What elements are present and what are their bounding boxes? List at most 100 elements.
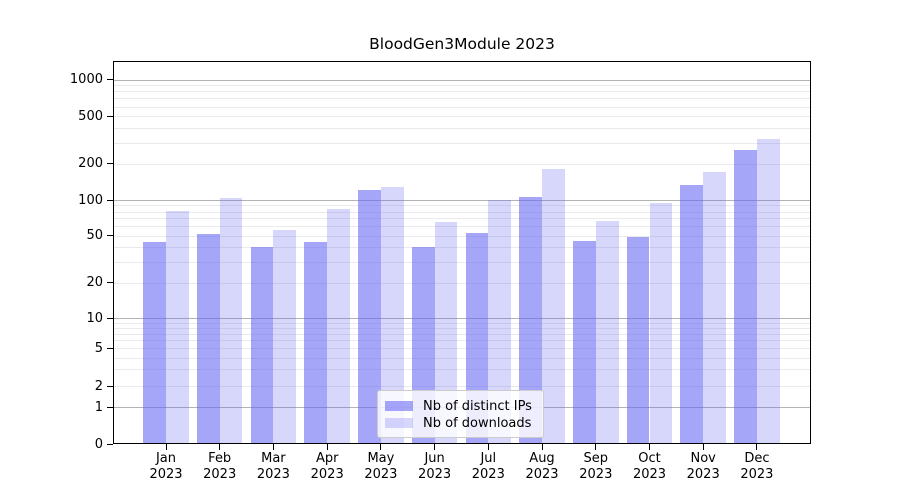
y-tick [107,347,113,349]
gridline-minor [114,357,810,359]
x-tick-label: May 2023 [364,451,398,482]
x-tick-label: Aug 2023 [525,451,559,482]
gridline-minor [114,340,810,342]
x-tick [756,444,758,450]
bar-downloads-nov [703,171,726,443]
gridline-minor [114,127,810,129]
y-tick [107,235,113,237]
bar-distinct-ips-aug [519,197,542,443]
gridline-minor [114,261,810,263]
gridline-minor [114,106,810,108]
chart-title: BloodGen3Module 2023 [369,35,555,53]
legend: Nb of distinct IPs Nb of downloads [377,390,544,438]
x-tick [702,444,704,450]
x-tick-label: Mar 2023 [256,451,290,482]
gridline-minor [114,116,810,117]
bar-distinct-ips-nov [680,185,704,443]
bar-downloads-apr [327,209,350,443]
bar-distinct-ips-feb [196,233,220,443]
bar-downloads-feb [219,198,243,443]
y-tick [107,385,113,387]
bar-downloads-oct [649,202,673,443]
bar-distinct-ips-dec [734,149,757,443]
y-tick-label: 10 [86,310,103,326]
bar-downloads-jun [434,222,458,443]
y-tick [107,443,113,445]
bar-distinct-ips-apr [304,242,328,443]
gridline-major [114,79,810,81]
x-tick-label: Nov 2023 [686,451,720,482]
y-tick-label: 1 [94,399,103,415]
x-tick [434,444,436,450]
y-tick-label: 5 [94,340,103,356]
y-tick-label: 2 [94,378,103,394]
bar-distinct-ips-oct [626,236,650,443]
x-tick-label: Oct 2023 [632,451,667,482]
gridline-minor [114,211,810,213]
x-tick-label: Jan 2023 [149,451,183,482]
x-tick-label: Dec 2023 [740,451,774,482]
y-tick [107,115,113,117]
gridline-minor [114,226,810,228]
bar-distinct-ips-sep [573,241,596,443]
y-tick [107,79,113,81]
gridline-minor [114,91,810,93]
gridline-minor [114,386,810,387]
legend-item-ips: Nb of distinct IPs [385,398,543,414]
gridline-minor [114,369,810,371]
bar-downloads-jan [166,210,189,443]
gridline-minor [114,235,810,237]
x-tick [219,444,221,450]
y-tick [107,282,113,284]
gridline-minor [114,282,810,284]
gridline-minor [114,328,810,329]
bar-distinct-ips-may [358,190,381,443]
y-tick [107,163,113,165]
gridline-minor [114,163,810,165]
bar-downloads-jul [488,199,512,443]
legend-label-downloads: Nb of downloads [423,415,532,431]
gridline-minor [114,98,810,100]
y-tick-label: 0 [94,436,103,452]
gridline-major [114,318,810,320]
x-tick [326,444,328,450]
x-tick [595,444,597,450]
y-tick [107,199,113,201]
x-tick [165,444,167,450]
legend-swatch-ips [385,401,413,411]
gridline-minor [114,333,810,335]
legend-label-ips: Nb of distinct IPs [423,398,532,414]
x-tick [380,444,382,450]
x-tick [487,444,489,450]
x-tick-label: Apr 2023 [310,451,344,482]
plot-area [113,61,811,444]
y-tick-label: 20 [86,275,103,291]
bar-downloads-mar [273,229,297,443]
gridline-minor [114,247,810,249]
x-tick-label: Jun 2023 [418,451,452,482]
x-tick [649,444,650,450]
gridline-minor [114,322,810,324]
legend-item-downloads: Nb of downloads [385,415,543,431]
bar-downloads-sep [595,220,619,443]
y-tick-label: 100 [78,192,103,208]
y-tick-label: 500 [78,108,103,124]
gridline-minor [114,348,810,350]
y-tick-label: 50 [86,228,103,244]
x-tick-label: Feb 2023 [203,451,237,482]
legend-swatch-downloads [385,418,413,428]
y-tick [107,317,113,319]
y-tick-label: 200 [78,156,103,172]
bar-distinct-ips-mar [250,247,274,443]
y-tick [107,406,113,408]
x-tick [541,444,543,450]
gridline-minor [114,142,810,144]
gridline-minor [114,85,810,87]
bar-downloads-dec [756,138,780,443]
x-tick-label: Jul 2023 [471,451,505,482]
bar-distinct-ips-jan [143,242,166,443]
gridline-minor [114,218,810,220]
gridline-major [114,200,810,201]
bar-downloads-may [380,187,404,443]
